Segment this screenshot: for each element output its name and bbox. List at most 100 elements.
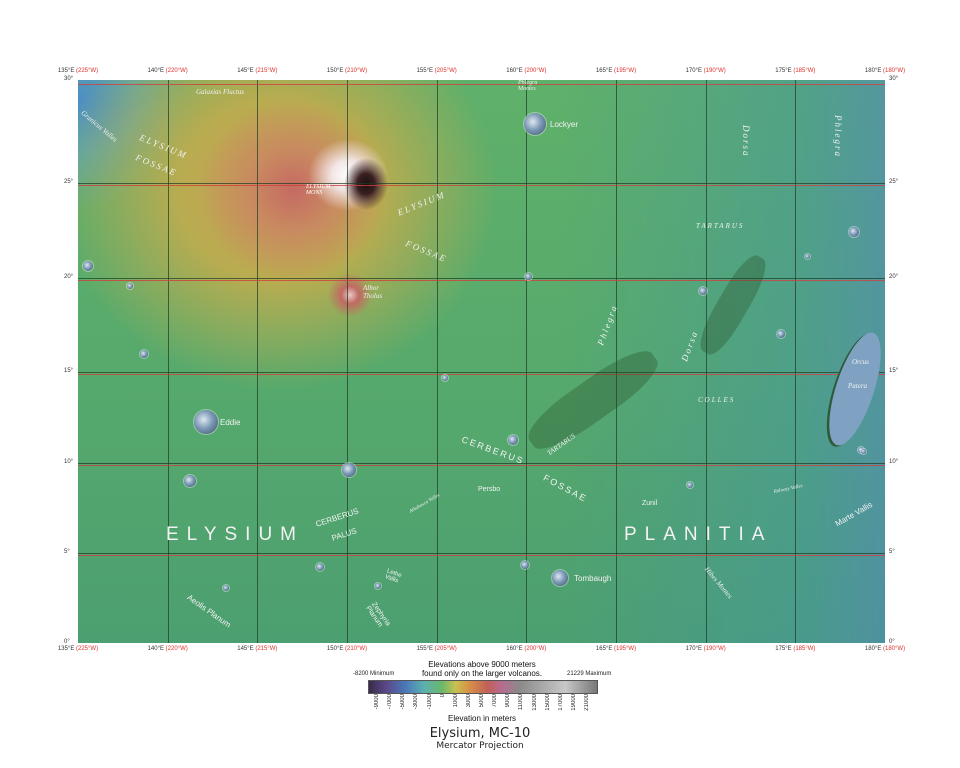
feature-label: Granicus Valles [79, 108, 119, 144]
crater [184, 475, 196, 487]
feature-label-albor-tholus: Albor Tholus [363, 284, 383, 300]
secondary-parallel-line [78, 280, 885, 281]
crater [524, 113, 546, 135]
longitude-west: (205°W) [434, 646, 457, 652]
longitude-east: 160°E [506, 646, 523, 652]
latitude-label: 20° [64, 274, 74, 280]
parallel-line [78, 183, 885, 184]
longitude-west: (185°W) [793, 646, 816, 652]
crater [375, 583, 381, 589]
latitude-label: 0° [889, 639, 895, 645]
feature-label: FOSSAE [134, 152, 179, 179]
longitude-label: 170°E (190°W) [686, 646, 726, 652]
secondary-parallel-line [78, 185, 885, 186]
elevation-color-scale [368, 680, 598, 694]
longitude-west: (215°W) [255, 68, 278, 74]
latitude-label: 20° [889, 274, 899, 280]
feature-label: Aeolis Planum [185, 592, 233, 630]
longitude-label: 165°E (195°W) [596, 68, 636, 74]
secondary-parallel-line [78, 374, 885, 375]
latitude-label: 0° [64, 639, 70, 645]
feature-label: COLLES [698, 396, 736, 404]
longitude-label: 145°E (215°W) [237, 68, 277, 74]
latitude-label: 5° [64, 549, 70, 555]
feature-label: TARTARUS [696, 222, 745, 230]
crater [223, 585, 229, 591]
latitude-label: 15° [64, 368, 74, 374]
crater [860, 448, 866, 454]
elevation-tick-label: 11000 [518, 694, 525, 711]
longitude-east: 175°E [775, 68, 792, 74]
elevation-tick-label: 1000 [452, 694, 459, 708]
crater [849, 227, 859, 237]
longitude-east: 165°E [595, 646, 613, 652]
longitude-west: (205°W) [434, 68, 457, 74]
elevation-tick-label: 21000 [584, 694, 590, 711]
longitude-east: 155°E [416, 646, 433, 652]
crater-label-tombaugh: Tombaugh [574, 574, 612, 583]
longitude-label: 180°E (180°W) [865, 68, 905, 74]
feature-label: Marte Vallis [833, 500, 874, 529]
meridian-line [616, 80, 617, 643]
elevation-tick-label: 9000 [505, 694, 512, 708]
meridian-line [436, 80, 438, 643]
elevation-tick-label: -7000 [387, 694, 394, 710]
feature-label: Rahway Valles [773, 483, 804, 495]
parallel-line [78, 372, 885, 373]
longitude-label: 175°E (185°W) [775, 68, 815, 74]
elevation-tick-label: -5000 [400, 694, 407, 710]
legend-note-line1: Elevations above 9000 meters [428, 660, 536, 669]
tartarus-colles-ridge [692, 249, 774, 361]
feature-label: FOSSAE [541, 472, 590, 505]
feature-label-elysium-mons: ELYSIUM MONS [306, 184, 331, 196]
longitude-east: 180°E [864, 646, 882, 652]
region-label-elysium: ELYSIUM [166, 524, 305, 545]
longitude-west: (220°W) [165, 68, 188, 74]
longitude-label: 140°E (220°W) [148, 646, 188, 652]
secondary-parallel-line [78, 465, 885, 466]
meridian-line [167, 80, 169, 643]
parallel-line [78, 553, 885, 554]
elevation-tick-label: 17000 [557, 694, 564, 711]
feature-label: CERBERUS [314, 506, 360, 529]
feature-label: Zephyria Planum [364, 600, 392, 629]
longitude-west: (200°W) [524, 68, 547, 74]
crater [83, 261, 93, 271]
crater-label-lockyer: Lockyer [550, 120, 579, 129]
meridian-line [526, 80, 528, 643]
latitude-label: 5° [889, 549, 895, 555]
crater [442, 375, 448, 381]
map-title: Elysium, MC-10 [429, 726, 531, 741]
longitude-west: (225°W) [76, 68, 99, 74]
longitude-west: (190°W) [703, 646, 726, 652]
crater [521, 561, 529, 569]
legend-min-label: -8200 Minimum [353, 671, 395, 677]
feature-label: Dorsa [741, 125, 751, 158]
elevation-tick-label: 7000 [492, 694, 499, 708]
elevation-tick-label: 15000 [544, 694, 551, 711]
crater [699, 287, 707, 295]
topographic-map[interactable]: Galaxias Fluctus Granicus Valles ELYSIUM… [78, 80, 885, 643]
longitude-label: 145°E (215°W) [237, 646, 277, 652]
feature-label: Phlegra Montes [518, 80, 538, 92]
longitude-west: (185°W) [793, 68, 816, 74]
longitude-west: (195°W) [614, 68, 637, 74]
crater [687, 482, 693, 488]
latitude-label: 25° [889, 179, 899, 185]
legend-max-label: 21229 Maximum [567, 671, 612, 677]
longitude-east: 165°E [595, 68, 613, 74]
longitude-label: 160°E (200°W) [506, 68, 546, 74]
feature-label: Dorsa [679, 328, 700, 363]
longitude-west: (220°W) [165, 646, 188, 652]
longitude-east: 155°E [416, 68, 433, 74]
meridian-line [795, 80, 797, 643]
crater [552, 570, 568, 586]
longitude-east: 145°E [237, 68, 254, 74]
legend-note-line2: found only on the larger volcanos. [421, 669, 543, 678]
longitude-label: 165°E (195°W) [596, 646, 636, 652]
longitude-west: (210°W) [345, 68, 368, 74]
longitude-east: 145°E [237, 646, 254, 652]
longitude-west: (210°W) [345, 646, 368, 652]
longitude-east: 150°E [326, 68, 344, 74]
